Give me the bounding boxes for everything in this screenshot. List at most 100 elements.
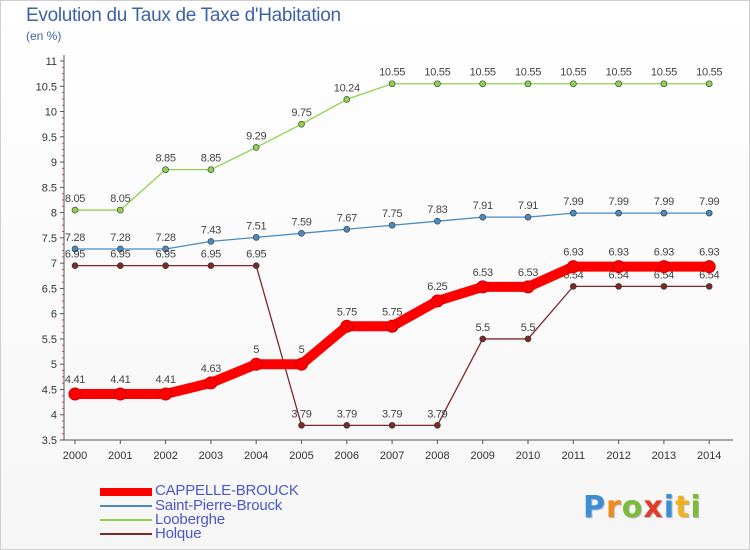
data-label: 4.41 xyxy=(65,374,85,386)
data-label: 7.99 xyxy=(699,196,719,208)
legend-swatch-saint-pierre-brouck xyxy=(100,505,152,507)
data-point xyxy=(68,387,82,401)
data-point xyxy=(479,335,487,343)
data-label: 6.95 xyxy=(110,249,130,261)
data-point xyxy=(476,280,490,294)
data-point xyxy=(113,387,127,401)
data-label: 3.79 xyxy=(382,408,402,420)
data-label: 4.41 xyxy=(110,374,130,386)
data-label: 8.85 xyxy=(201,153,221,165)
data-label: 10.55 xyxy=(560,67,586,79)
data-point xyxy=(71,245,79,253)
data-label: 5.5 xyxy=(475,322,490,334)
x-tick-label: 2005 xyxy=(289,450,313,462)
data-label: 7.91 xyxy=(473,200,493,212)
data-label: 3.79 xyxy=(337,408,357,420)
data-label: 4.63 xyxy=(201,363,221,375)
data-point xyxy=(430,294,444,308)
data-point xyxy=(524,213,532,221)
data-label: 7.75 xyxy=(382,208,402,220)
x-tick-label: 2011 xyxy=(561,450,585,462)
data-point xyxy=(207,166,215,173)
data-point xyxy=(388,221,396,229)
legend-label-saint-pierre-brouck: Saint-Pierre-Brouck xyxy=(155,497,283,514)
data-label: 7.43 xyxy=(201,224,221,236)
x-tick-label: 2013 xyxy=(652,450,676,462)
x-tick-label: 2008 xyxy=(425,450,449,462)
data-point xyxy=(705,283,713,290)
y-tick-label: 6 xyxy=(51,309,57,321)
data-label: 10.55 xyxy=(606,67,632,79)
data-point xyxy=(162,166,169,173)
data-point xyxy=(434,217,441,225)
data-point xyxy=(249,357,263,371)
data-label: 6.53 xyxy=(518,267,538,279)
data-point xyxy=(615,80,622,88)
data-label: 5.75 xyxy=(382,306,402,318)
y-tick-label: 4.5 xyxy=(42,384,57,396)
proxiti-logo: Proxiti xyxy=(583,490,702,525)
data-label: 4.41 xyxy=(155,374,175,386)
data-label: 6.25 xyxy=(427,281,447,293)
data-point xyxy=(569,283,577,290)
data-point xyxy=(252,144,260,151)
data-label: 7.51 xyxy=(246,220,266,232)
data-point xyxy=(71,206,79,214)
data-point xyxy=(71,262,79,269)
x-tick-label: 2014 xyxy=(697,450,721,462)
x-tick-label: 2003 xyxy=(199,450,223,462)
x-tick-label: 2007 xyxy=(380,450,404,462)
x-tick-label: 2000 xyxy=(63,450,87,462)
data-point xyxy=(479,80,487,88)
data-label: 3.79 xyxy=(427,408,447,420)
y-tick-label: 5 xyxy=(51,359,57,371)
data-point xyxy=(117,262,124,269)
data-label: 7.28 xyxy=(110,232,130,244)
data-point xyxy=(343,422,351,429)
data-point xyxy=(615,209,622,217)
y-tick-label: 9 xyxy=(51,157,57,169)
data-point xyxy=(207,262,215,269)
legend-label-cappelle-brouck: CAPPELLE-BROUCK xyxy=(155,482,299,499)
series-line-holque xyxy=(74,265,710,426)
data-point xyxy=(343,96,351,103)
logo-letter: o xyxy=(621,490,644,525)
data-point xyxy=(162,262,169,269)
data-point xyxy=(204,376,218,390)
data-label: 6.95 xyxy=(201,249,221,261)
data-label: 7.99 xyxy=(654,196,674,208)
data-label: 5.5 xyxy=(521,322,536,334)
data-point xyxy=(295,357,308,371)
logo-letter: i xyxy=(690,490,702,525)
y-tick-label: 10 xyxy=(45,107,57,119)
data-label: 5 xyxy=(299,344,305,356)
legend-label-holque: Holque xyxy=(155,525,202,542)
logo-letter: x xyxy=(643,490,664,525)
x-tick-label: 2009 xyxy=(470,450,494,462)
data-point xyxy=(298,120,305,128)
x-tick-label: 2006 xyxy=(335,450,359,462)
data-label: 6.93 xyxy=(608,247,628,259)
data-label: 10.55 xyxy=(696,67,722,79)
data-label: 7.83 xyxy=(427,204,447,216)
data-label: 10.55 xyxy=(379,67,405,79)
logo-letter: i xyxy=(663,490,676,525)
x-tick-label: 2010 xyxy=(516,450,540,462)
data-label: 7.99 xyxy=(563,196,583,208)
data-point xyxy=(298,230,305,237)
data-point xyxy=(298,422,305,429)
data-label: 6.93 xyxy=(563,247,583,259)
data-label: 10.55 xyxy=(515,67,541,79)
y-tick-label: 11 xyxy=(46,56,57,68)
data-label: 5.75 xyxy=(337,306,357,318)
y-tick-label: 8 xyxy=(51,208,57,220)
data-point xyxy=(117,245,124,253)
legend-swatch-holque xyxy=(100,533,152,535)
data-point xyxy=(521,280,535,294)
data-point xyxy=(159,387,173,401)
data-label: 6.54 xyxy=(654,269,674,281)
x-tick-label: 2004 xyxy=(244,450,268,462)
x-tick-label: 2012 xyxy=(606,450,630,462)
data-label: 7.59 xyxy=(291,216,311,228)
